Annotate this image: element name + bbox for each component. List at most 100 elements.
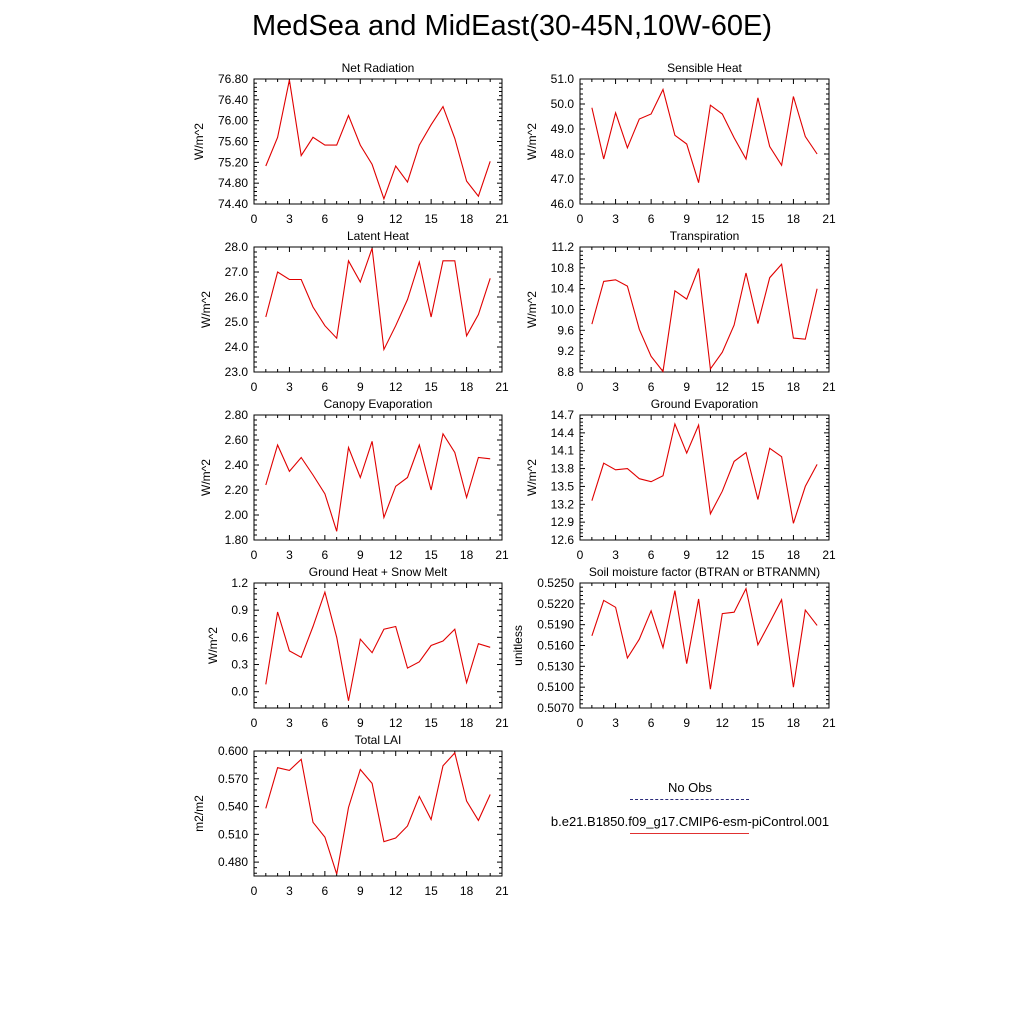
x-tick-label: 12: [716, 716, 730, 730]
x-tick-label: 6: [322, 716, 329, 730]
plot-frame: [579, 414, 830, 541]
x-tick-label: 9: [357, 548, 364, 562]
legend-line-obs: [630, 799, 749, 800]
y-tick-label: 1.2: [231, 576, 248, 590]
x-tick-label: 0: [577, 212, 584, 226]
legend: No Obs b.e21.B1850.f09_g17.CMIP6-esm-piC…: [520, 780, 860, 848]
y-tick-label: 0.600: [218, 744, 248, 758]
series-line: [265, 432, 491, 532]
x-tick-label: 0: [577, 716, 584, 730]
y-tick-label: 12.6: [551, 533, 575, 547]
x-tick-label: 15: [424, 884, 438, 898]
y-axis-label: W/m^2: [192, 123, 206, 160]
plot-frame: [579, 246, 830, 373]
y-tick-label: 13.2: [551, 497, 575, 511]
y-tick-label: 46.0: [551, 197, 575, 211]
x-tick-label: 0: [251, 548, 258, 562]
x-tick-label: 0: [251, 212, 258, 226]
x-tick-label: 18: [460, 716, 474, 730]
y-tick-label: 11.2: [552, 240, 575, 254]
x-tick-label: 9: [683, 716, 690, 730]
x-tick-label: 6: [322, 212, 329, 226]
x-tick-label: 21: [495, 212, 509, 226]
x-tick-label: 21: [822, 716, 836, 730]
panel-net-radiation: Net Radiation 0 3 6 9 12 15 18 21 74.40 74.80 75.20…: [192, 61, 509, 226]
plot-frame: [579, 78, 830, 205]
panel-title: Soil moisture factor (BTRAN or BTRANMN): [589, 565, 820, 579]
panel-title: Total LAI: [355, 733, 402, 747]
x-tick-label: 0: [251, 380, 258, 394]
y-axis-label: W/m^2: [199, 459, 213, 496]
y-tick-label: 14.7: [551, 408, 575, 422]
series-line: [591, 87, 818, 183]
y-tick-label: 0.540: [218, 800, 248, 814]
y-axis-label: m2/m2: [192, 795, 206, 832]
y-tick-label: 9.6: [557, 323, 574, 337]
series-line: [265, 79, 491, 201]
panel-canopy-evaporation: Canopy Evaporation 0 3 6 9 12 15 18 21 1.80 2.00 2.…: [199, 397, 509, 562]
page-title: MedSea and MidEast(30-45N,10W-60E): [251, 10, 773, 42]
y-tick-label: 76.80: [218, 72, 248, 86]
x-tick-label: 3: [286, 548, 293, 562]
panel-sensible-heat: Sensible Heat 0 3 6 9 12 15 18 21 46.0 47.0 48.0 49.…: [525, 61, 836, 226]
x-tick-label: 0: [577, 548, 584, 562]
y-tick-label: 0.5250: [537, 576, 574, 590]
x-tick-label: 15: [751, 212, 765, 226]
x-tick-label: 6: [322, 380, 329, 394]
y-tick-label: 76.00: [218, 114, 248, 128]
panel-latent-heat: Latent Heat 0 3 6 9 12 15 18 21 23.0 24.0 25.0 26.0 2…: [199, 229, 509, 394]
x-tick-label: 21: [822, 548, 836, 562]
y-axis-label: unitless: [511, 625, 525, 666]
series-line: [591, 262, 818, 373]
x-tick-label: 6: [322, 884, 329, 898]
x-tick-label: 6: [648, 716, 655, 730]
y-tick-label: 2.20: [225, 483, 249, 497]
legend-label-obs: No Obs: [667, 780, 713, 795]
y-tick-label: 75.60: [218, 135, 248, 149]
y-tick-label: 0.3: [231, 658, 248, 672]
panel-total-lai: Total LAI 0 3 6 9 12 15 18 21 0.480 0.510 0.540 0.57…: [192, 733, 509, 898]
x-tick-label: 21: [495, 884, 509, 898]
y-axis-label: W/m^2: [525, 123, 539, 160]
plot-frame: [253, 750, 503, 877]
y-tick-label: 9.2: [557, 344, 574, 358]
legend-entry-obs: No Obs: [520, 780, 860, 814]
series-line: [265, 248, 491, 352]
y-tick-label: 74.40: [218, 197, 248, 211]
x-tick-label: 9: [357, 884, 364, 898]
y-tick-label: 2.00: [225, 508, 249, 522]
x-tick-label: 9: [683, 212, 690, 226]
y-tick-label: 0.480: [218, 855, 248, 869]
x-tick-label: 21: [495, 380, 509, 394]
x-tick-label: 21: [822, 380, 836, 394]
x-tick-label: 18: [787, 212, 801, 226]
y-tick-label: 0.6: [231, 630, 248, 644]
x-tick-label: 18: [460, 884, 474, 898]
plot-frame: [253, 414, 503, 541]
x-tick-label: 12: [389, 212, 403, 226]
y-tick-label: 13.8: [551, 462, 575, 476]
y-tick-label: 2.80: [225, 408, 249, 422]
x-tick-label: 15: [424, 548, 438, 562]
y-tick-label: 0.5130: [537, 659, 574, 673]
y-tick-label: 10.8: [551, 261, 575, 275]
x-tick-label: 18: [460, 548, 474, 562]
x-tick-label: 3: [286, 884, 293, 898]
y-tick-label: 0.0: [231, 685, 248, 699]
legend-label-model: b.e21.B1850.f09_g17.CMIP6-esm-piControl.…: [550, 814, 830, 829]
x-tick-label: 3: [612, 548, 619, 562]
panel-title: Ground Heat + Snow Melt: [309, 565, 448, 579]
x-tick-label: 0: [251, 716, 258, 730]
x-tick-label: 9: [357, 716, 364, 730]
x-tick-label: 12: [389, 716, 403, 730]
x-tick-label: 12: [716, 380, 730, 394]
legend-entry-model: b.e21.B1850.f09_g17.CMIP6-esm-piControl.…: [520, 814, 860, 848]
x-tick-label: 18: [460, 212, 474, 226]
x-tick-label: 3: [612, 212, 619, 226]
y-tick-label: 0.5160: [537, 639, 574, 653]
panel-title: Net Radiation: [342, 61, 415, 75]
y-tick-label: 28.0: [225, 240, 249, 254]
x-tick-label: 15: [751, 380, 765, 394]
y-tick-label: 51.0: [551, 72, 575, 86]
x-tick-label: 3: [286, 212, 293, 226]
